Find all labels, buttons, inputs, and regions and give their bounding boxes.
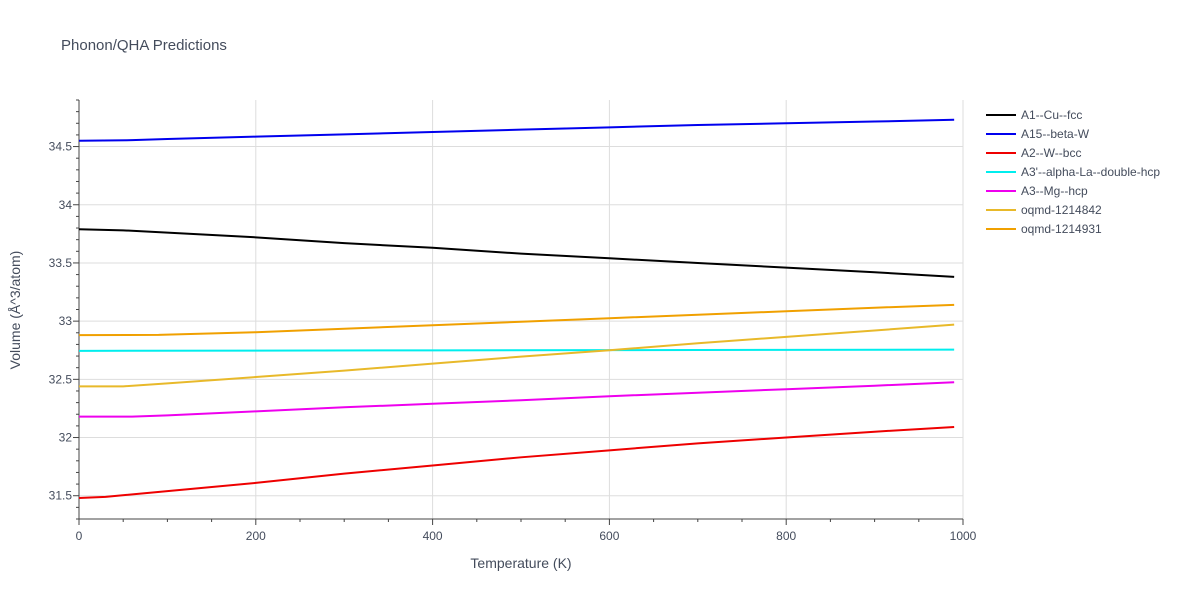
legend-item[interactable]: A3--Mg--hcp [986,184,1088,198]
legend-item[interactable]: A3'--alpha-La--double-hcp [986,165,1160,179]
legend-item[interactable]: oqmd-1214842 [986,203,1102,217]
x-tick-label: 800 [776,529,796,543]
y-tick-label: 33.5 [49,256,73,270]
y-tick-label: 34.5 [49,140,73,154]
legend-label: oqmd-1214842 [1021,203,1102,217]
legend-label: A1--Cu--fcc [1021,108,1082,122]
plot-area[interactable] [78,118,955,500]
x-tick-label: 600 [599,529,619,543]
legend-label: A3--Mg--hcp [1021,184,1088,198]
legend-label: A15--beta-W [1021,127,1090,141]
legend-item[interactable]: A1--Cu--fcc [986,108,1082,122]
legend-label: A3'--alpha-La--double-hcp [1021,165,1160,179]
series-line[interactable] [78,303,955,337]
x-tick-label: 200 [246,529,266,543]
series-line[interactable] [79,323,955,388]
axes: 0 200 400 600 800 1000 31.5 32 32.5 33 33.5 34 34.5 [49,99,977,543]
series-line[interactable] [78,228,955,278]
chart-title: Phonon/QHA Predictions [61,37,227,54]
legend-item[interactable]: A15--beta-W [986,127,1090,141]
y-tick-label: 31.5 [49,489,73,503]
series-line[interactable] [78,118,955,142]
y-tick-label: 34 [59,198,73,212]
legend-label: oqmd-1214931 [1021,222,1102,236]
x-tick-label: 1000 [950,529,977,543]
y-tick-label: 33 [59,314,73,328]
y-tick-label: 32.5 [49,372,73,386]
x-tick-label: 400 [423,529,443,543]
x-axis-title: Temperature (K) [470,555,571,571]
series-line[interactable] [79,381,955,418]
legend-item[interactable]: A2--W--bcc [986,146,1081,160]
legend-item[interactable]: oqmd-1214931 [986,222,1102,236]
series-line[interactable] [78,348,955,352]
legend[interactable]: A1--Cu--fcc A15--beta-W A2--W--bcc A3'--alp… [986,108,1160,236]
legend-label: A2--W--bcc [1021,146,1081,160]
series-line[interactable] [78,426,955,500]
y-axis-title: Volume (Å^3/atom) [7,251,23,370]
y-tick-label: 32 [59,431,73,445]
x-tick-label: 0 [76,529,83,543]
